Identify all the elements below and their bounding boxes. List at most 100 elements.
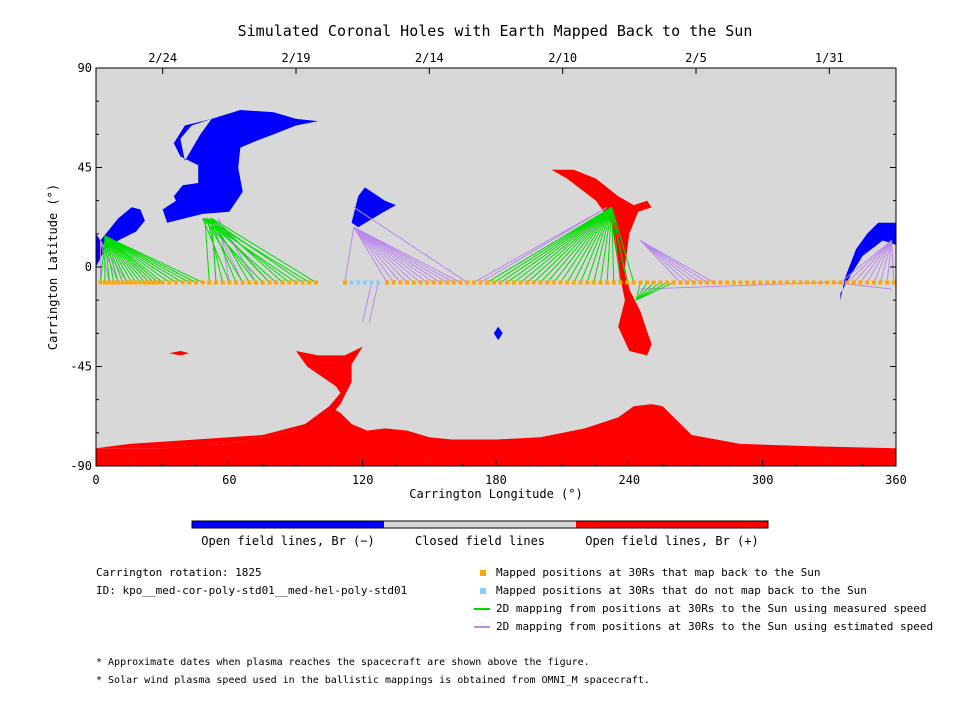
coronal-hole-positive-5 [551, 169, 652, 356]
measured-mapping-line [99, 240, 106, 283]
measured-mapping-line [553, 206, 612, 283]
mapped-position-marker [98, 280, 103, 285]
measured-mapping-line [204, 217, 277, 283]
mapped-position-marker [247, 280, 252, 285]
measured-mapping-line [635, 282, 648, 301]
x-tick-label: 60 [222, 473, 236, 487]
legend-item-estimated: 2D mapping from positions at 30Rs to the… [474, 620, 933, 633]
mapped-position-marker [758, 280, 763, 285]
estimated-mapping-line [353, 226, 401, 283]
mapped-position-marker [571, 280, 576, 285]
colorbar-positive [576, 521, 768, 528]
estimated-mapping-line [846, 240, 892, 283]
measured-mapping-line [533, 206, 612, 283]
mapped-position-marker [180, 280, 185, 285]
plot-area [95, 67, 897, 467]
legend-item-mapped: Mapped positions at 30Rs that map back t… [480, 566, 821, 579]
unmapped-position-marker [369, 280, 374, 285]
measured-mapping-line [104, 235, 110, 283]
mapped-position-marker [858, 280, 863, 285]
measured-mapping-line [104, 235, 132, 283]
x-tick-label: 360 [885, 473, 907, 487]
axes: 0 60 120 180 240 300 360 -90 -45 0 45 90 2/24 2/19 2/1… [70, 51, 907, 487]
mapped-position-marker [698, 280, 703, 285]
mapped-position-marker [585, 280, 590, 285]
measured-mapping-line [546, 206, 612, 283]
mapped-position-marker [431, 280, 436, 285]
mapped-position-marker [685, 280, 690, 285]
unmapped-position-marker [349, 280, 354, 285]
mapped-position-marker [785, 280, 790, 285]
mapped-position-marker [274, 280, 278, 285]
mapped-position-marker [605, 280, 610, 285]
mapped-position-marker [738, 280, 743, 285]
mapped-position-marker [445, 280, 450, 285]
measured-mapping-line [104, 235, 170, 283]
coronal-hole-negative-2 [351, 187, 396, 228]
mapped-position-marker [478, 280, 483, 285]
top-date-label: 2/19 [282, 51, 311, 65]
mapped-position-marker [220, 280, 225, 285]
mapped-position-marker [280, 280, 285, 285]
measured-mapping-line [104, 235, 141, 283]
footnote-speed: * Solar wind plasma speed used in the ba… [96, 675, 650, 686]
mapped-position-marker [300, 280, 305, 285]
mapped-position-marker [147, 280, 152, 285]
mapped-position-marker [107, 280, 112, 285]
measured-mapping-line [202, 217, 297, 283]
measured-mapping-line [606, 207, 613, 283]
measured-mapping-line [513, 206, 612, 283]
mapped-position-marker [565, 280, 570, 285]
mapped-positions [98, 280, 896, 285]
top-date-label: 2/14 [415, 51, 444, 65]
mapped-position-marker [267, 280, 272, 285]
carrington-rotation-text: Carrington rotation: 1825 [96, 566, 262, 579]
measured-mapping-line [635, 282, 674, 301]
mapped-position-marker [591, 280, 596, 285]
x-tick-label: 180 [485, 473, 507, 487]
mapped-position-marker [260, 280, 265, 285]
mapped-position-marker [138, 280, 143, 285]
mapped-position-marker [778, 280, 783, 285]
estimated-mapping-line [353, 226, 421, 283]
y-tick-label: -90 [70, 459, 92, 473]
measured-mapping-line [611, 207, 621, 283]
estimated-mapping-line [879, 240, 893, 283]
measured-mapping-line [206, 217, 290, 283]
measured-mapping-line [211, 217, 317, 283]
mapped-position-marker [451, 280, 456, 285]
measured-mapping-line [202, 218, 264, 283]
mapped-position-marker [805, 280, 810, 285]
x-axis-label: Carrington Longitude (°) [409, 487, 582, 501]
measured-mapping-line [104, 235, 190, 283]
measured-mapping-line [104, 235, 137, 283]
mapped-position-marker [691, 280, 696, 285]
measured-mapping-line [104, 235, 150, 283]
mapped-position-marker [718, 280, 723, 285]
mapped-position-marker [227, 280, 232, 285]
measured-mapping-line [204, 218, 244, 283]
coronal-hole-negative-0 [162, 110, 319, 223]
mapped-position-marker [711, 280, 716, 285]
measured-mapping-line [500, 206, 612, 283]
mapped-position-marker [725, 280, 730, 285]
mapped-position-marker [598, 280, 603, 285]
measured-speed-mappings [99, 206, 674, 301]
estimated-mapping-line [353, 226, 435, 283]
mapped-position-marker [511, 280, 516, 285]
estimated-mapping-line [480, 206, 608, 283]
x-tick-label: 240 [618, 473, 640, 487]
x-tick-label: 0 [92, 473, 99, 487]
estimated-mapping-line [640, 240, 688, 283]
mapped-position-marker [125, 280, 130, 285]
mapped-position-marker [342, 280, 347, 285]
colorbar-frame [191, 520, 769, 529]
mapped-position-marker [314, 280, 318, 285]
x-tick-label: 120 [352, 473, 374, 487]
mapped-position-marker [207, 280, 212, 285]
estimated-mapping-line [640, 240, 701, 283]
mapped-position-marker [385, 280, 390, 285]
mapped-position-marker [845, 280, 850, 285]
measured-mapping-line [104, 235, 146, 283]
mapped-position-marker [745, 280, 750, 285]
